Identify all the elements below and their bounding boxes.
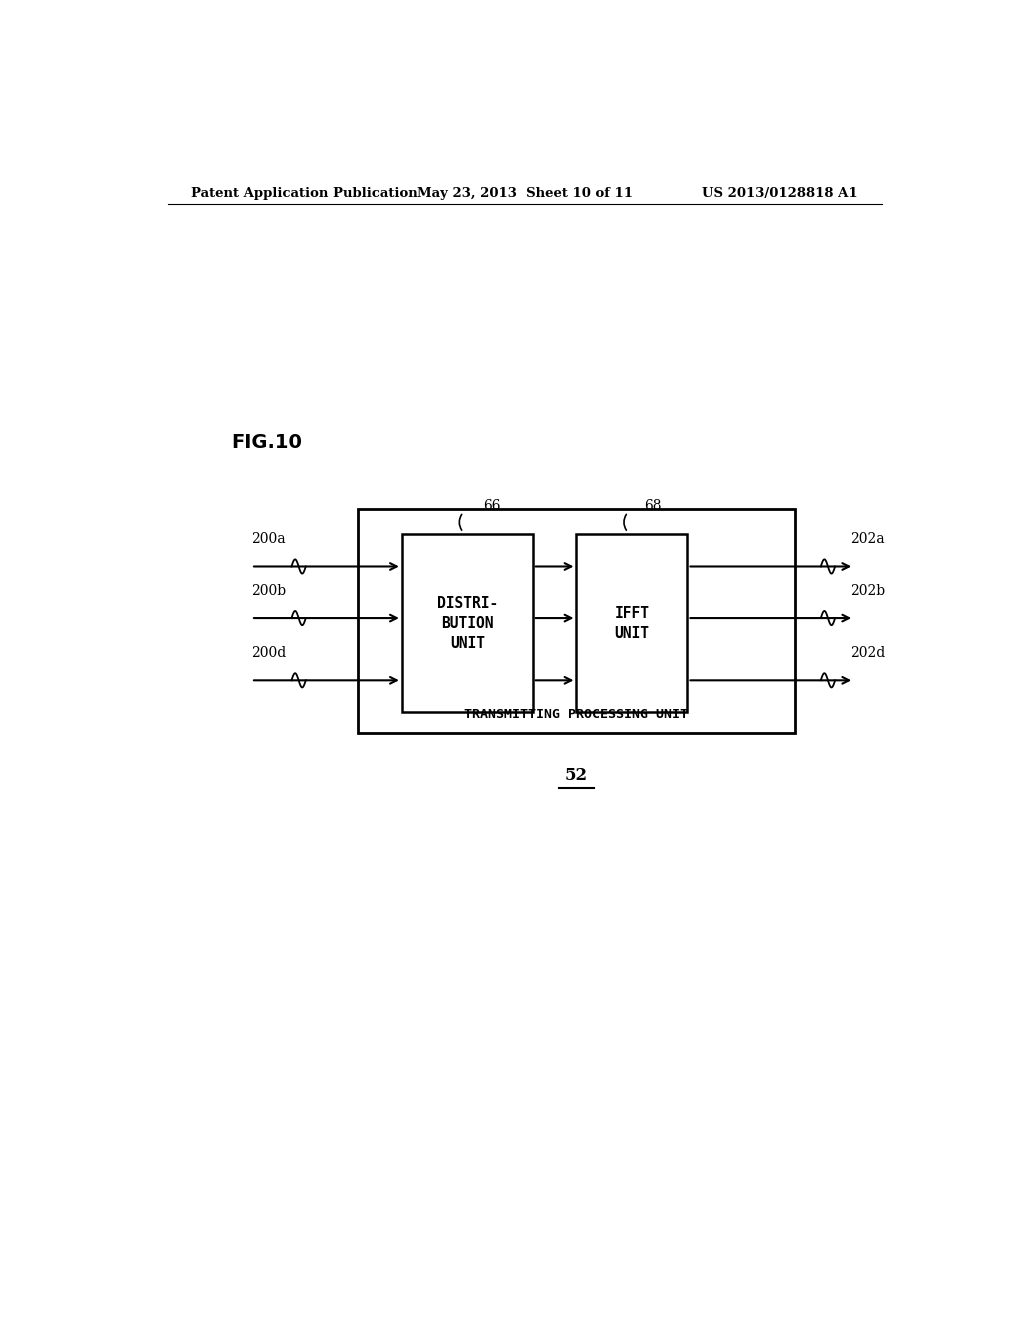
Text: Patent Application Publication: Patent Application Publication <box>191 187 418 201</box>
Bar <box>358 510 795 733</box>
Text: FIG.10: FIG.10 <box>231 433 302 453</box>
Text: May 23, 2013  Sheet 10 of 11: May 23, 2013 Sheet 10 of 11 <box>417 187 633 201</box>
Text: 200d: 200d <box>251 645 287 660</box>
Text: TRANSMITTING PROCESSING UNIT: TRANSMITTING PROCESSING UNIT <box>465 708 688 721</box>
Text: 200b: 200b <box>251 583 286 598</box>
Text: 200a: 200a <box>251 532 286 546</box>
Text: 202b: 202b <box>850 583 886 598</box>
Text: IFFT
UNIT: IFFT UNIT <box>614 606 649 640</box>
Text: US 2013/0128818 A1: US 2013/0128818 A1 <box>702 187 858 201</box>
Text: 202a: 202a <box>850 532 885 546</box>
Bar <box>577 535 687 713</box>
Text: 202d: 202d <box>850 645 886 660</box>
Text: 52: 52 <box>565 767 588 784</box>
Text: 66: 66 <box>483 499 501 513</box>
Text: 68: 68 <box>644 499 662 513</box>
Bar <box>401 535 532 713</box>
Text: DISTRI-
BUTION
UNIT: DISTRI- BUTION UNIT <box>436 597 498 651</box>
